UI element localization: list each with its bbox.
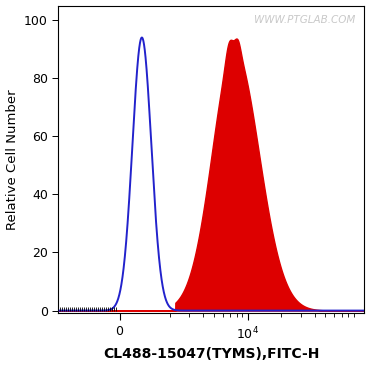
Y-axis label: Relative Cell Number: Relative Cell Number: [6, 89, 18, 230]
Text: WWW.PTGLAB.COM: WWW.PTGLAB.COM: [254, 15, 355, 25]
X-axis label: CL488-15047(TYMS),FITC-H: CL488-15047(TYMS),FITC-H: [103, 348, 320, 361]
